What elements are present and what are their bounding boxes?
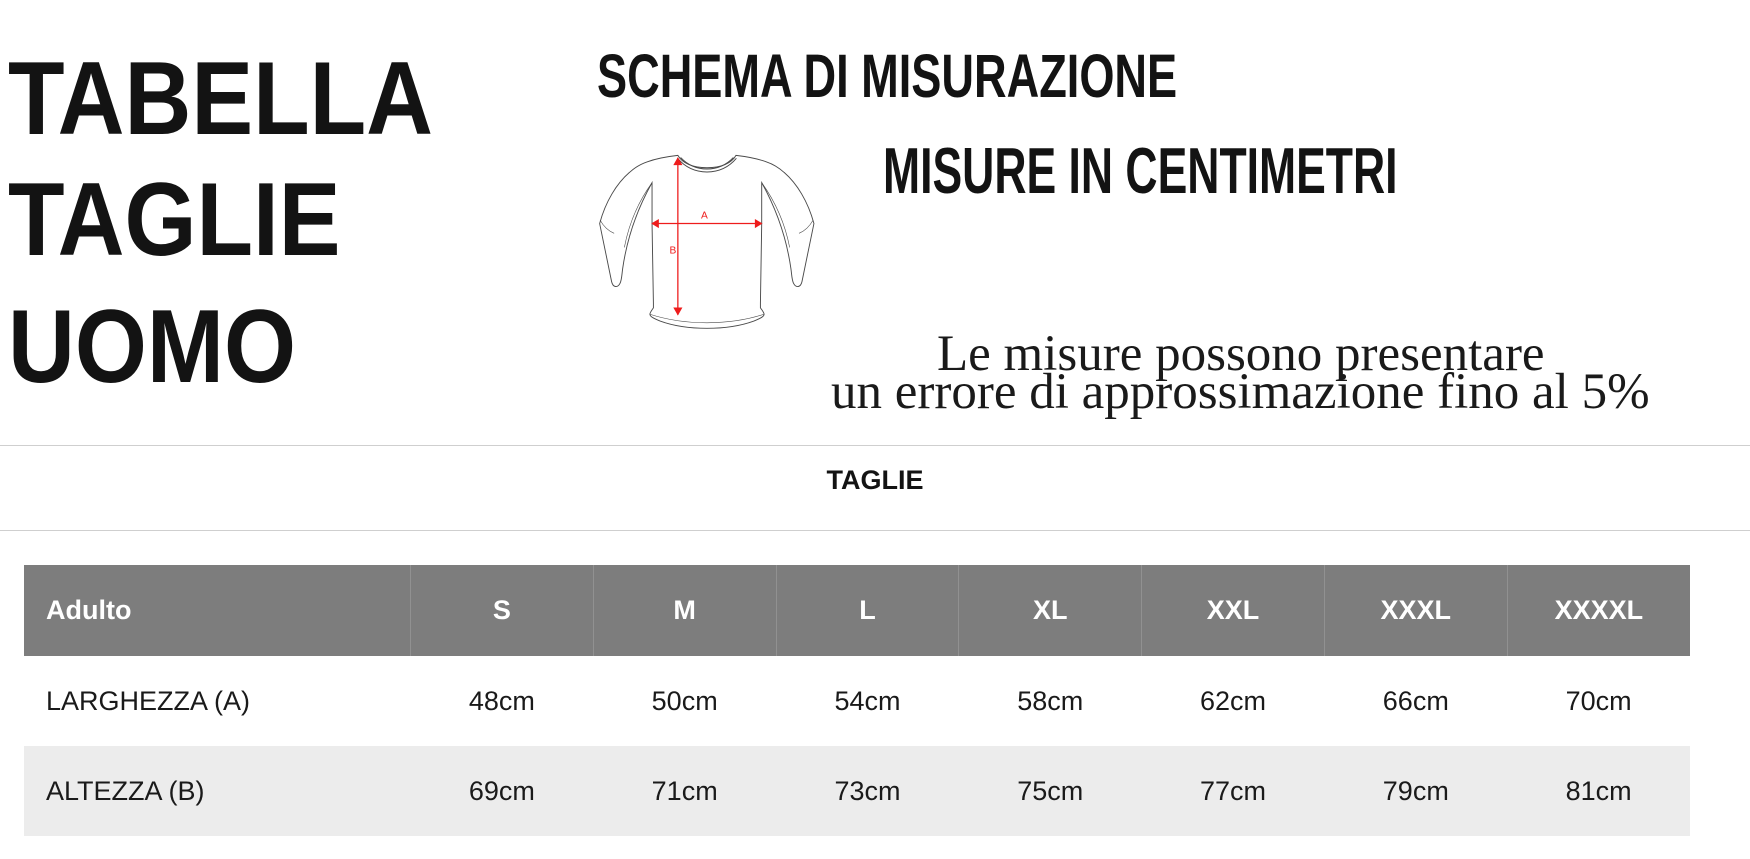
svg-text:B: B bbox=[670, 245, 677, 256]
svg-text:A: A bbox=[701, 210, 708, 221]
